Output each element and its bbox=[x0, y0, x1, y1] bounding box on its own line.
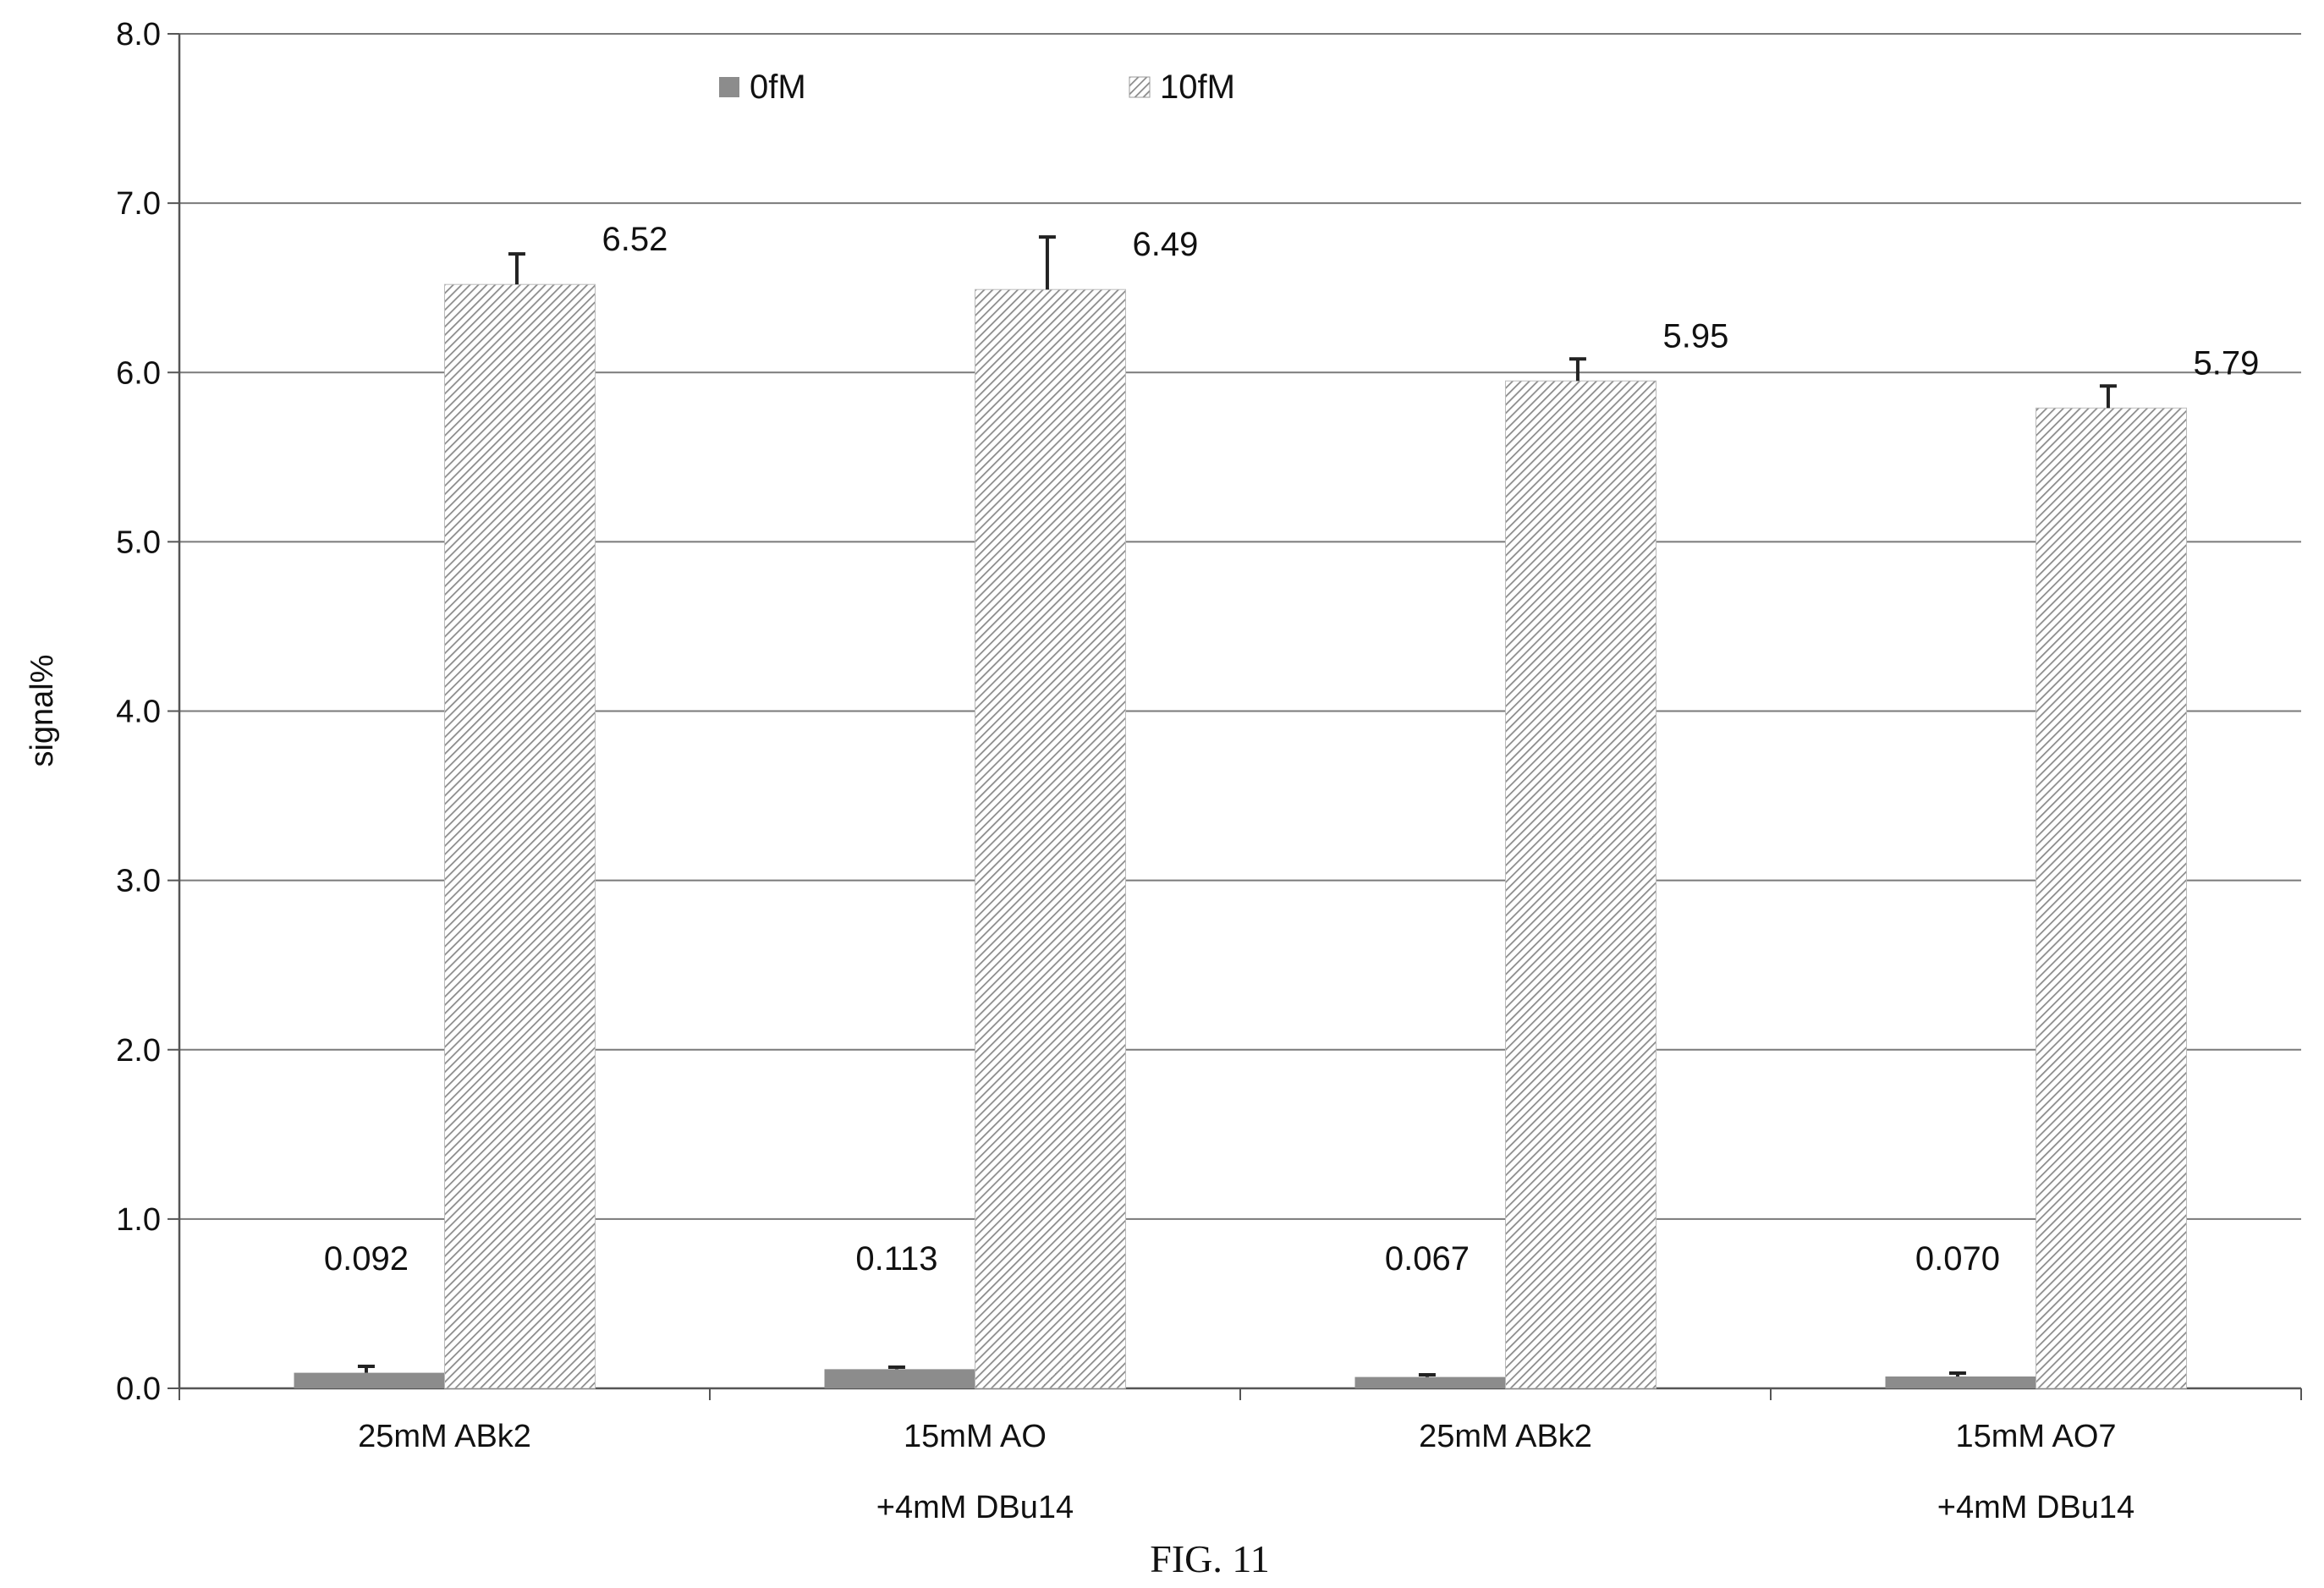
data-label: 5.95 bbox=[1663, 317, 1729, 354]
bar-10fM bbox=[2036, 407, 2187, 1389]
bar-10fM bbox=[1505, 380, 1656, 1389]
category-label: +4mM DBu14 bbox=[1937, 1490, 2134, 1525]
y-tick-label: 2.0 bbox=[116, 1033, 161, 1069]
bar-10fM bbox=[975, 288, 1126, 1389]
y-tick-label: 1.0 bbox=[116, 1202, 161, 1238]
legend: 0fM 10fM bbox=[719, 69, 1235, 106]
data-label: 5.79 bbox=[2194, 344, 2260, 382]
category-label: 25mM ABk2 bbox=[358, 1419, 531, 1454]
data-label: 0.092 bbox=[324, 1240, 409, 1278]
bar-0fM bbox=[1354, 1376, 1506, 1388]
y-tick-label: 3.0 bbox=[116, 864, 161, 899]
bar-0fM bbox=[824, 1369, 975, 1388]
data-label: 6.49 bbox=[1133, 226, 1199, 263]
legend-swatch-0fM bbox=[719, 77, 739, 97]
legend-swatch-10fM bbox=[1129, 76, 1151, 98]
data-labels: 0.092 0.113 0.067 0.070 6.52 6.49 5.95 5.79 bbox=[324, 221, 2259, 1278]
y-tick-label: 0.0 bbox=[116, 1371, 161, 1407]
bar-10fM bbox=[444, 283, 596, 1389]
category-label: 25mM ABk2 bbox=[1419, 1419, 1592, 1454]
category-label: +4mM DBu14 bbox=[876, 1490, 1074, 1525]
data-label: 0.113 bbox=[855, 1240, 937, 1278]
bars bbox=[294, 235, 2187, 1389]
data-label: 6.52 bbox=[602, 221, 668, 258]
bar-0fM bbox=[294, 1372, 445, 1388]
data-label: 0.070 bbox=[1915, 1240, 2000, 1278]
axes: 0.0 1.0 2.0 3.0 4.0 5.0 6.0 7.0 8.0 25mM ABk2 15mM… bbox=[116, 17, 2302, 1525]
y-tick-label: 7.0 bbox=[116, 186, 161, 222]
y-axis-label: signal% bbox=[25, 654, 60, 767]
y-tick-label: 4.0 bbox=[116, 695, 161, 730]
y-tick-label: 8.0 bbox=[116, 17, 161, 52]
bar-0fM bbox=[1885, 1376, 2036, 1388]
category-label: 15mM AO7 bbox=[1955, 1419, 2116, 1454]
data-label: 0.067 bbox=[1385, 1240, 1470, 1278]
legend-label-0fM: 0fM bbox=[750, 69, 806, 106]
category-label: 15mM AO bbox=[904, 1419, 1047, 1454]
y-tick-label: 6.0 bbox=[116, 355, 161, 391]
y-tick-label: 5.0 bbox=[116, 525, 161, 560]
figure-caption: FIG. 11 bbox=[1150, 1537, 1269, 1580]
legend-label-10fM: 10fM bbox=[1160, 69, 1235, 106]
